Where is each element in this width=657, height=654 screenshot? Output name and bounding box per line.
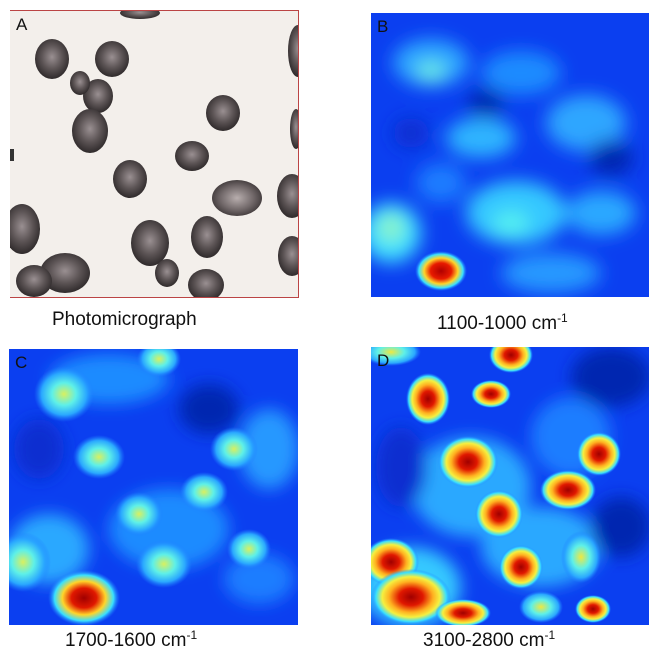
heatmap-panel-b: B (371, 13, 649, 297)
heatmap-panel-d: D (371, 347, 649, 625)
heatmap-image (371, 347, 649, 625)
panel-letter: A (16, 15, 28, 34)
caption-text: 1700-1600 (65, 630, 156, 651)
caption-text: 3100-2800 (423, 630, 514, 651)
photomicrograph-panel: A (10, 10, 299, 298)
panel-caption: Photomicrograph (52, 309, 197, 331)
caption-text: Photomicrograph (52, 309, 197, 330)
heatmap-image (371, 13, 649, 297)
heatmap-panel-c: C (9, 349, 298, 625)
heatmap-image (9, 349, 298, 625)
caption-units: cm (513, 630, 545, 651)
caption-superscript: -1 (186, 628, 198, 642)
caption-text: 1100-1000 (437, 313, 527, 334)
caption-superscript: -1 (557, 311, 568, 325)
caption-units: cm (155, 630, 187, 651)
panel-caption: 1700-1600 cm-1 (65, 628, 198, 652)
photomicrograph-image (10, 11, 298, 297)
caption-units: cm (526, 313, 558, 334)
panel-caption: 3100-2800 cm-1 (423, 628, 556, 652)
caption-superscript: -1 (544, 628, 556, 642)
panel-letter: D (377, 351, 390, 370)
panel-caption: 1100-1000 cm-1 (437, 311, 568, 335)
panel-letter: B (377, 17, 389, 36)
panel-letter: C (15, 353, 28, 372)
